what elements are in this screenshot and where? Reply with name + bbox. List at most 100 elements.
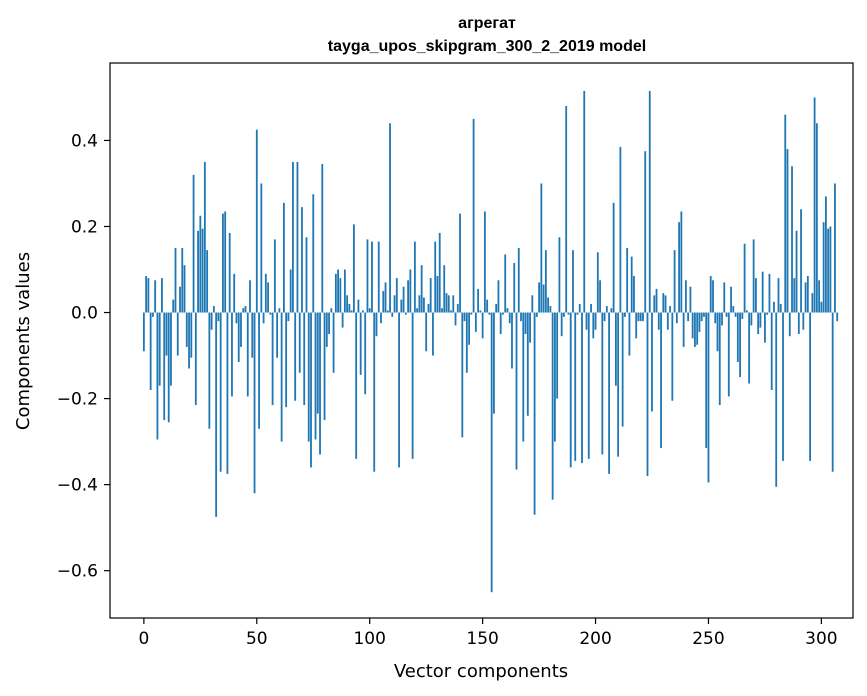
bar-73 [307, 312, 310, 442]
bar-38 [228, 232, 231, 313]
bar-183 [556, 312, 559, 399]
bar-75 [312, 194, 315, 313]
bar-303 [827, 228, 830, 313]
bar-267 [745, 310, 748, 313]
bar-52 [260, 183, 263, 313]
x-tick-label-150: 150 [466, 629, 498, 649]
bar-234 [671, 312, 674, 401]
bar-275 [764, 312, 766, 343]
bar-68 [296, 161, 299, 313]
bar-209 [614, 312, 617, 386]
bar-302 [825, 196, 827, 313]
x-tick-label-200: 200 [579, 629, 611, 649]
bar-241 [687, 312, 690, 322]
bar-82 [328, 312, 330, 335]
y-tick-label-3: 0.0 [71, 304, 98, 324]
bar-203 [601, 312, 604, 455]
bar-164 [513, 263, 516, 313]
bar-157 [497, 280, 500, 313]
bar-78 [319, 312, 321, 455]
bar-20 [188, 312, 190, 369]
bar-12 [170, 312, 172, 386]
bar-61 [280, 312, 283, 442]
bar-298 [815, 123, 818, 313]
bar-44 [242, 308, 245, 313]
bar-81 [325, 312, 328, 347]
bar-262 [734, 312, 737, 317]
bar-193 [578, 303, 581, 313]
bar-232 [666, 312, 669, 330]
plot-frame [109, 62, 854, 619]
bar-58 [273, 239, 276, 313]
bar-2 [147, 278, 150, 313]
bar-201 [596, 252, 599, 313]
y-tick-label-1: −0.4 [57, 476, 98, 496]
bar-167 [520, 312, 522, 322]
bar-0 [142, 312, 145, 352]
bar-96 [359, 312, 362, 375]
bar-200 [594, 312, 597, 330]
bar-190 [572, 250, 574, 313]
bar-34 [219, 312, 222, 472]
bar-60 [278, 308, 281, 313]
bar-74 [310, 312, 312, 468]
bar-251 [709, 275, 712, 313]
bar-172 [531, 295, 534, 313]
bar-271 [754, 278, 757, 313]
bar-235 [673, 250, 676, 313]
chart-subtitle: tayga_upos_skipgram_300_2_2019 model [328, 38, 646, 55]
bar-299 [818, 280, 821, 313]
bar-281 [777, 278, 780, 313]
bar-100 [368, 308, 371, 313]
bar-225 [651, 312, 653, 412]
bar-84 [332, 312, 335, 373]
bar-123 [420, 265, 423, 313]
bar-236 [675, 312, 678, 324]
bar-185 [560, 312, 563, 337]
bar-166 [517, 248, 520, 313]
bar-296 [811, 293, 814, 313]
bar-150 [481, 312, 484, 339]
bar-178 [544, 250, 547, 313]
bar-145 [470, 312, 473, 315]
bar-277 [768, 273, 771, 313]
bar-244 [694, 312, 696, 347]
bar-11 [167, 312, 170, 423]
bar-105 [380, 312, 382, 324]
bar-23 [194, 312, 197, 406]
bar-289 [795, 230, 798, 313]
bar-304 [829, 226, 832, 313]
bar-50 [255, 129, 258, 313]
bar-188 [567, 312, 570, 315]
bar-143 [465, 312, 468, 373]
bar-226 [653, 295, 656, 313]
bar-228 [657, 312, 660, 330]
bar-214 [626, 248, 629, 313]
bar-117 [407, 280, 410, 313]
bar-25 [199, 215, 202, 313]
bar-305 [831, 312, 834, 472]
bar-242 [689, 286, 692, 313]
bar-13 [172, 299, 175, 313]
bar-245 [696, 312, 699, 345]
bar-272 [757, 312, 760, 335]
bar-19 [185, 312, 188, 347]
bar-169 [524, 312, 527, 335]
bar-136 [450, 310, 452, 313]
bar-246 [698, 312, 701, 332]
bar-269 [750, 312, 753, 326]
bar-121 [416, 308, 419, 313]
bar-182 [553, 312, 556, 442]
bar-79 [321, 164, 324, 313]
chart-title: агрегат [458, 15, 516, 32]
bar-15 [176, 312, 179, 356]
bar-197 [587, 312, 590, 459]
bar-72 [305, 237, 308, 313]
bar-142 [463, 312, 466, 322]
bar-283 [782, 312, 784, 461]
bar-141 [461, 312, 464, 438]
bar-108 [386, 310, 389, 313]
bar-276 [766, 312, 769, 315]
bar-168 [522, 312, 525, 442]
bar-132 [441, 308, 443, 313]
